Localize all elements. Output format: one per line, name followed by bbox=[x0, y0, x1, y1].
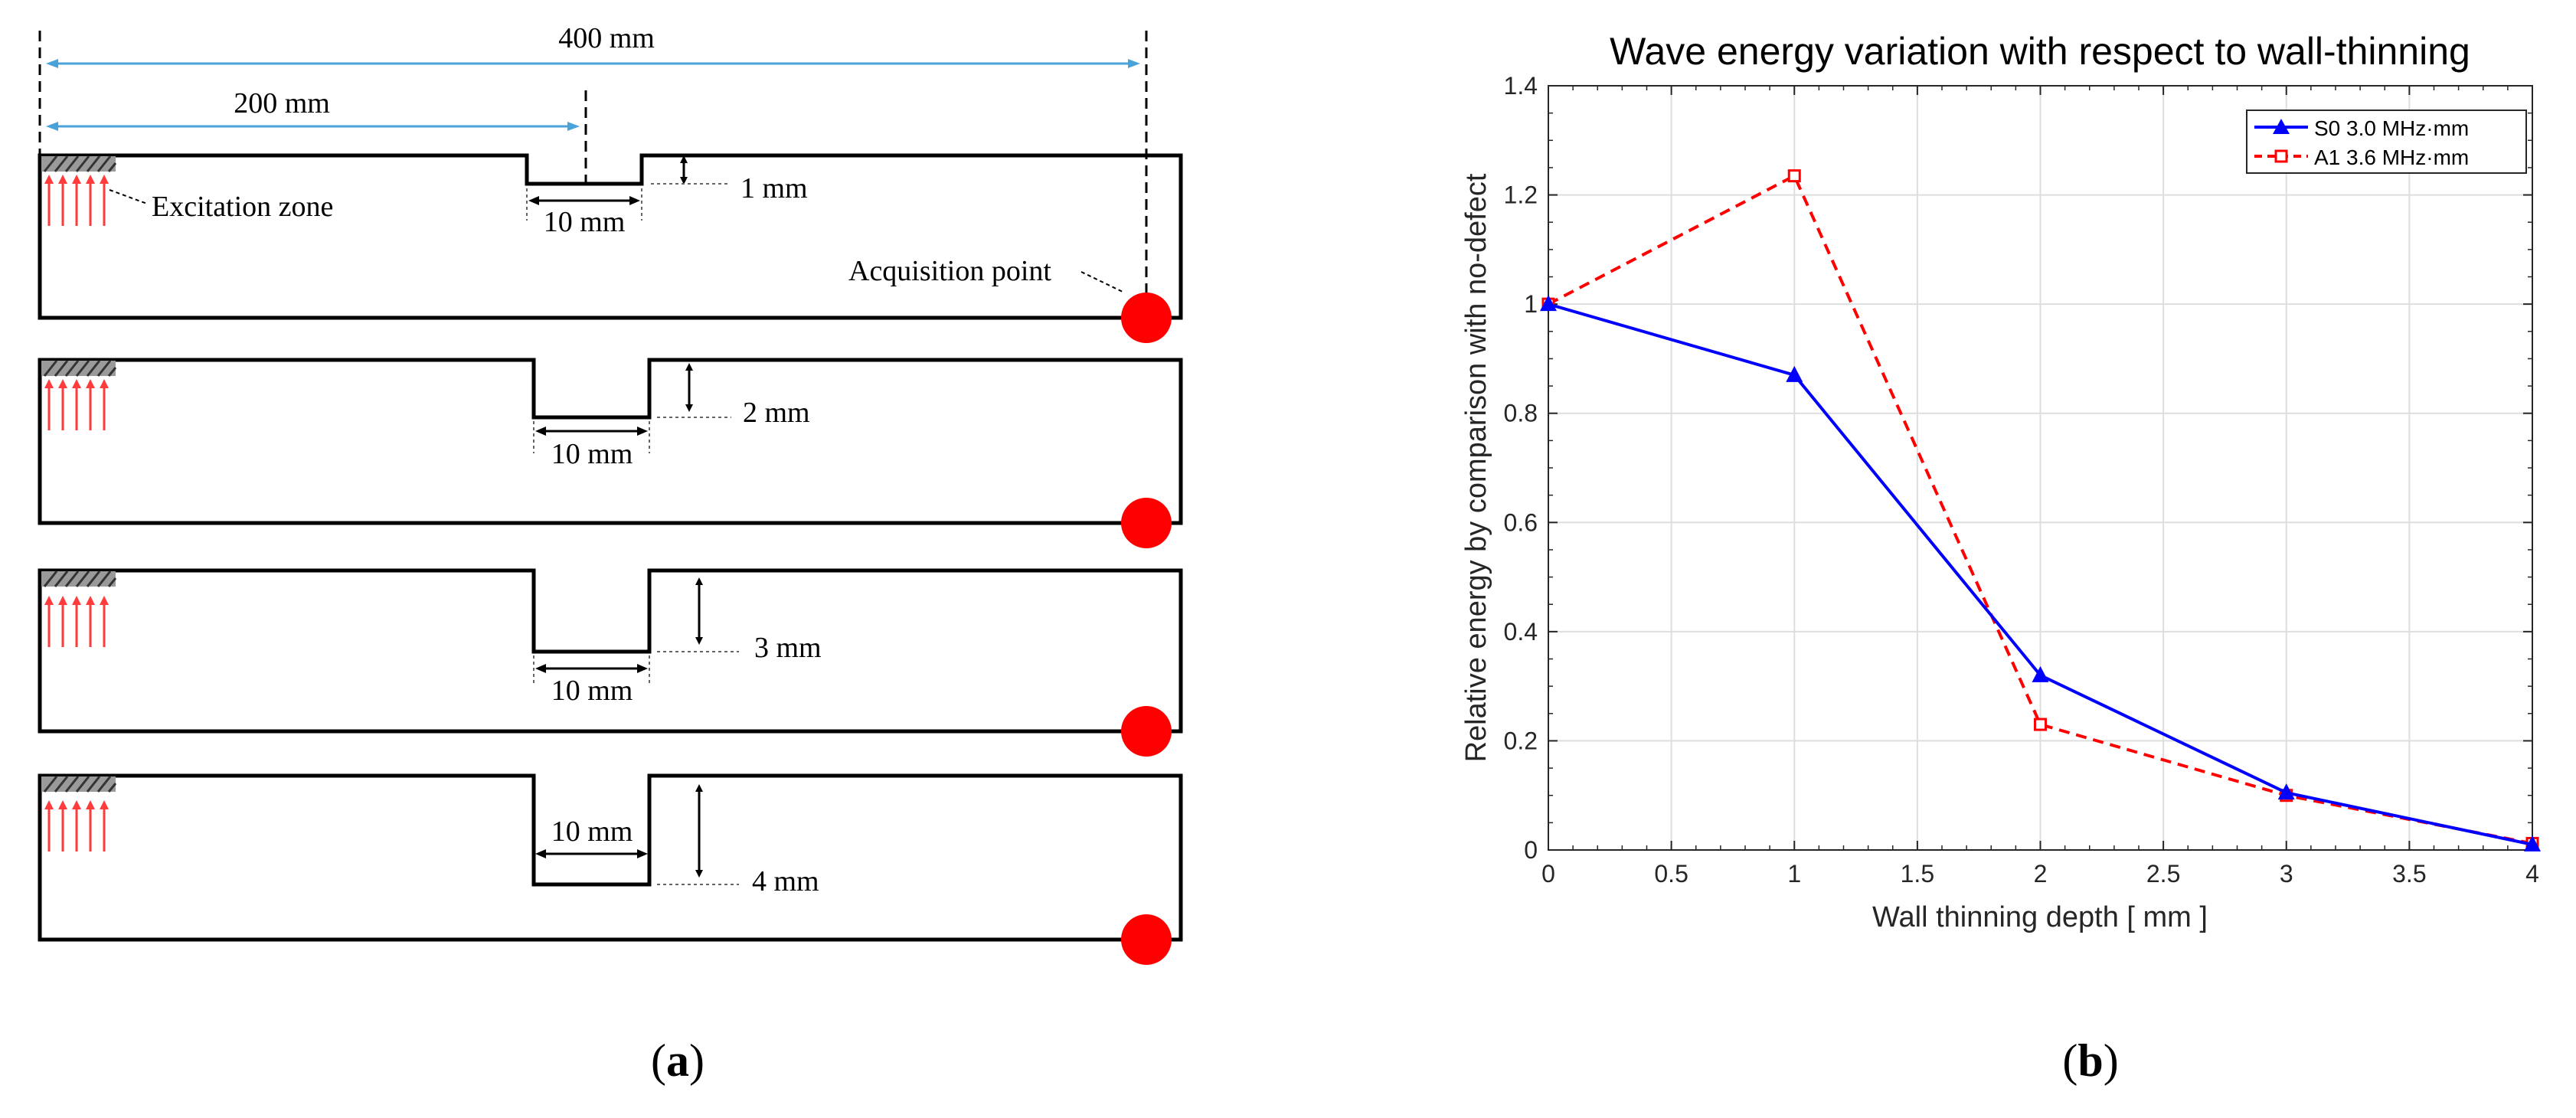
acquisition-point-marker bbox=[1121, 293, 1172, 343]
y-axis-ticks: 0 0.2 0.4 0.6 0.8 1 1.2 1.4 bbox=[1504, 72, 2532, 864]
x-tick-label: 4 bbox=[2525, 860, 2539, 888]
data-point-s0 bbox=[2277, 783, 2295, 800]
excitation-zone-hatch bbox=[41, 570, 117, 587]
notch-width-label: 10 mm bbox=[551, 675, 633, 707]
y-tick-label: 0.2 bbox=[1504, 727, 1538, 754]
notch-width-label: 10 mm bbox=[551, 816, 633, 848]
notch-width-label: 10 mm bbox=[544, 206, 626, 238]
y-tick-label: 0.8 bbox=[1504, 400, 1538, 427]
data-point-a1 bbox=[2034, 718, 2047, 731]
dim-arrow-icon bbox=[680, 155, 688, 185]
dim-arrow-icon bbox=[567, 122, 580, 131]
excitation-zone-label: Excitation zone bbox=[152, 191, 333, 223]
dim-label-400: 400 mm bbox=[558, 22, 655, 54]
legend-box bbox=[2246, 110, 2527, 174]
depth-label: 1 mm bbox=[740, 172, 808, 204]
x-tick-label: 3.5 bbox=[2392, 860, 2426, 888]
excitation-zone-hatch bbox=[41, 776, 117, 793]
data-point-s0 bbox=[1540, 295, 1557, 312]
acquisition-leader-line bbox=[1080, 271, 1125, 293]
y-tick-label: 0.6 bbox=[1504, 508, 1538, 536]
legend-label-s0: S0 3.0 MHz·mm bbox=[2314, 116, 2469, 140]
square-marker-icon bbox=[2274, 149, 2288, 163]
panel-a-diagram: 400 mm 200 mm Excitation zone bbox=[38, 22, 1183, 1086]
excitation-arrows-icon bbox=[44, 175, 109, 226]
series-layer bbox=[1540, 169, 2541, 852]
x-tick-label: 1 bbox=[1787, 860, 1801, 888]
data-point-s0 bbox=[2524, 835, 2541, 852]
y-tick-label: 0 bbox=[1524, 836, 1538, 864]
dim-arrow-icon bbox=[46, 122, 58, 131]
panel-a-caption: (a) bbox=[651, 1035, 704, 1086]
y-tick-label: 1.4 bbox=[1504, 72, 1538, 100]
data-point-a1 bbox=[1787, 169, 1801, 183]
excitation-arrows-icon bbox=[44, 379, 109, 430]
panel-b-caption: (b) bbox=[2062, 1035, 2118, 1086]
y-tick-label: 0.4 bbox=[1504, 618, 1538, 646]
chart-title: Wave energy variation with respect to wa… bbox=[1610, 30, 2470, 73]
plate-1mm: Excitation zone 10 mm 1 mm Acquisition p… bbox=[38, 153, 1183, 343]
y-tick-label: 1 bbox=[1524, 290, 1538, 318]
plate-2mm: 10 mm 2 mm bbox=[38, 358, 1183, 548]
caption-letter: b bbox=[2077, 1035, 2103, 1086]
excitation-arrows-icon bbox=[44, 596, 109, 647]
x-tick-label: 0.5 bbox=[1654, 860, 1688, 888]
notch-width-label: 10 mm bbox=[551, 438, 633, 470]
depth-label: 2 mm bbox=[743, 397, 810, 429]
legend: S0 3.0 MHz·mm A1 3.6 MHz·mm bbox=[2246, 110, 2527, 174]
excitation-arrows-icon bbox=[44, 800, 109, 852]
excitation-leader-line bbox=[109, 189, 148, 204]
y-tick-label: 1.2 bbox=[1504, 181, 1538, 209]
acquisition-point-marker bbox=[1121, 914, 1172, 965]
dim-arrow-icon bbox=[1128, 59, 1140, 68]
plate-4mm: 10 mm 4 mm bbox=[38, 773, 1183, 965]
data-point-s0 bbox=[1786, 365, 1803, 382]
x-tick-label: 1.5 bbox=[1901, 860, 1934, 888]
data-point-s0 bbox=[2032, 665, 2049, 682]
caption-letter: a bbox=[666, 1035, 689, 1086]
depth-label: 3 mm bbox=[754, 632, 822, 664]
triangle-marker-icon bbox=[2273, 119, 2290, 134]
x-tick-label: 3 bbox=[2280, 860, 2293, 888]
y-axis-label: Relative energy by comparison with no-de… bbox=[1460, 173, 1492, 762]
excitation-zone-hatch bbox=[41, 155, 117, 172]
plate-3mm: 10 mm 3 mm bbox=[38, 568, 1183, 757]
dim-arrow-icon bbox=[46, 59, 58, 68]
dim-label-200: 200 mm bbox=[234, 87, 330, 119]
acquisition-point-marker bbox=[1121, 706, 1172, 757]
x-tick-label: 2.5 bbox=[2146, 860, 2180, 888]
x-axis-label: Wall thinning depth [ mm ] bbox=[1872, 901, 2208, 933]
x-axis-ticks: 0 0.5 1 1.5 2 2.5 3 3.5 4 bbox=[1541, 86, 2539, 888]
excitation-zone-hatch bbox=[41, 360, 117, 377]
legend-label-a1: A1 3.6 MHz·mm bbox=[2314, 145, 2469, 169]
acquisition-point-marker bbox=[1121, 498, 1172, 548]
x-tick-label: 2 bbox=[2034, 860, 2048, 888]
x-tick-label: 0 bbox=[1541, 860, 1555, 888]
depth-label: 4 mm bbox=[752, 865, 819, 897]
dim-arrow-icon bbox=[695, 577, 703, 645]
panel-b-chart: 0 0.5 1 1.5 2 2.5 3 3.5 4 0 0.2 0.4 0.6 0.8 1 1.2 1.4 W… bbox=[1460, 30, 2541, 1086]
acquisition-point-label: Acquisition point bbox=[848, 255, 1051, 287]
